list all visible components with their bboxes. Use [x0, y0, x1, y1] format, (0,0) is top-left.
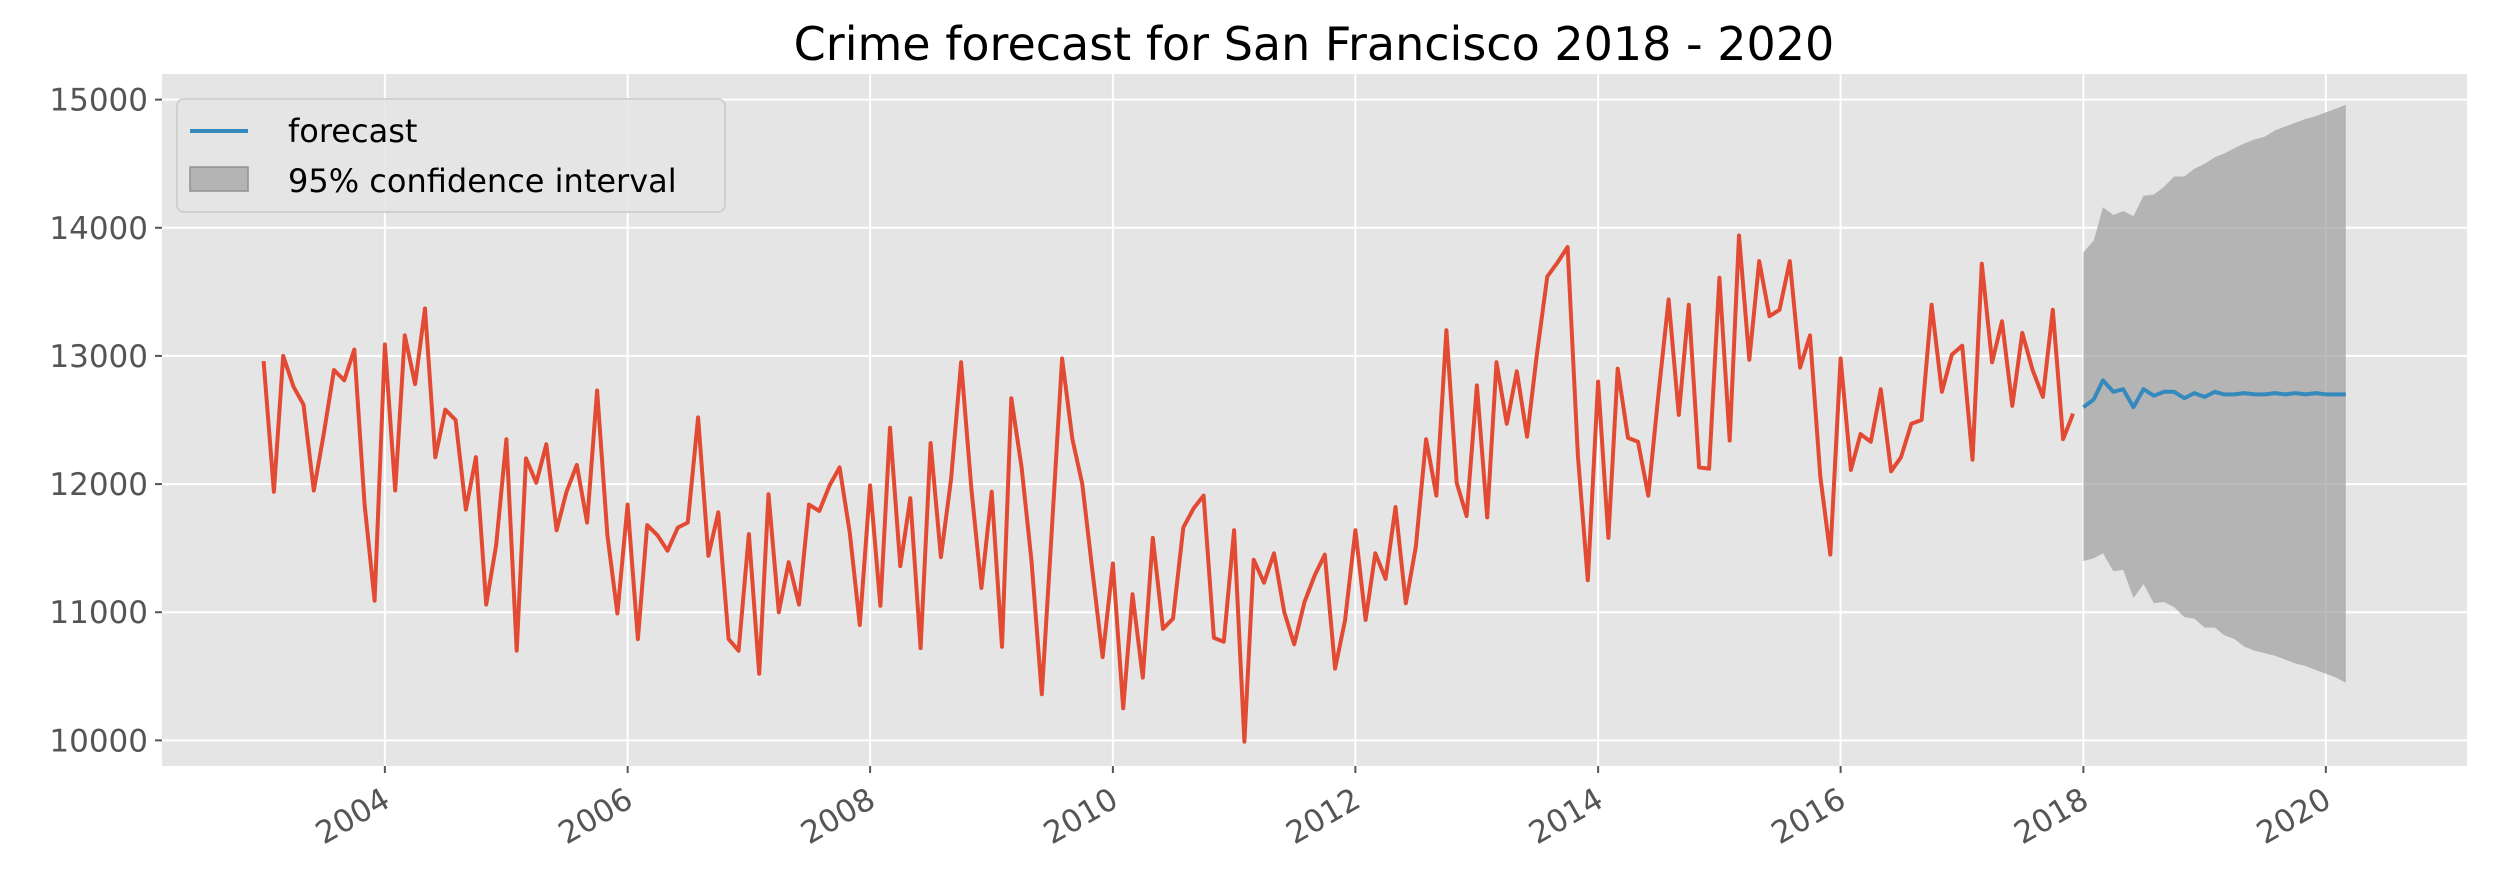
legend: forecast 95% confidence interval	[176, 98, 726, 213]
legend-ci-swatch	[189, 166, 249, 192]
observed-series-line	[261, 233, 2075, 744]
y-tick-label: 11000	[49, 595, 148, 631]
y-tick-label: 14000	[49, 211, 148, 247]
legend-ci-label: 95% confidence interval	[288, 162, 677, 200]
y-tick-label: 15000	[49, 83, 148, 119]
legend-box	[176, 98, 726, 213]
y-axis-ticks: 10000 11000 12000 13000 14000 15000	[49, 83, 162, 759]
forecast-points	[2083, 380, 2346, 408]
observed-points	[263, 235, 2074, 742]
y-tick-label: 13000	[49, 339, 148, 375]
chart-title: Crime forecast for San Francisco 2018 - …	[794, 17, 1835, 71]
y-tick-label: 12000	[49, 467, 148, 503]
legend-forecast-label: forecast	[288, 112, 417, 150]
y-tick-label: 10000	[49, 723, 148, 759]
